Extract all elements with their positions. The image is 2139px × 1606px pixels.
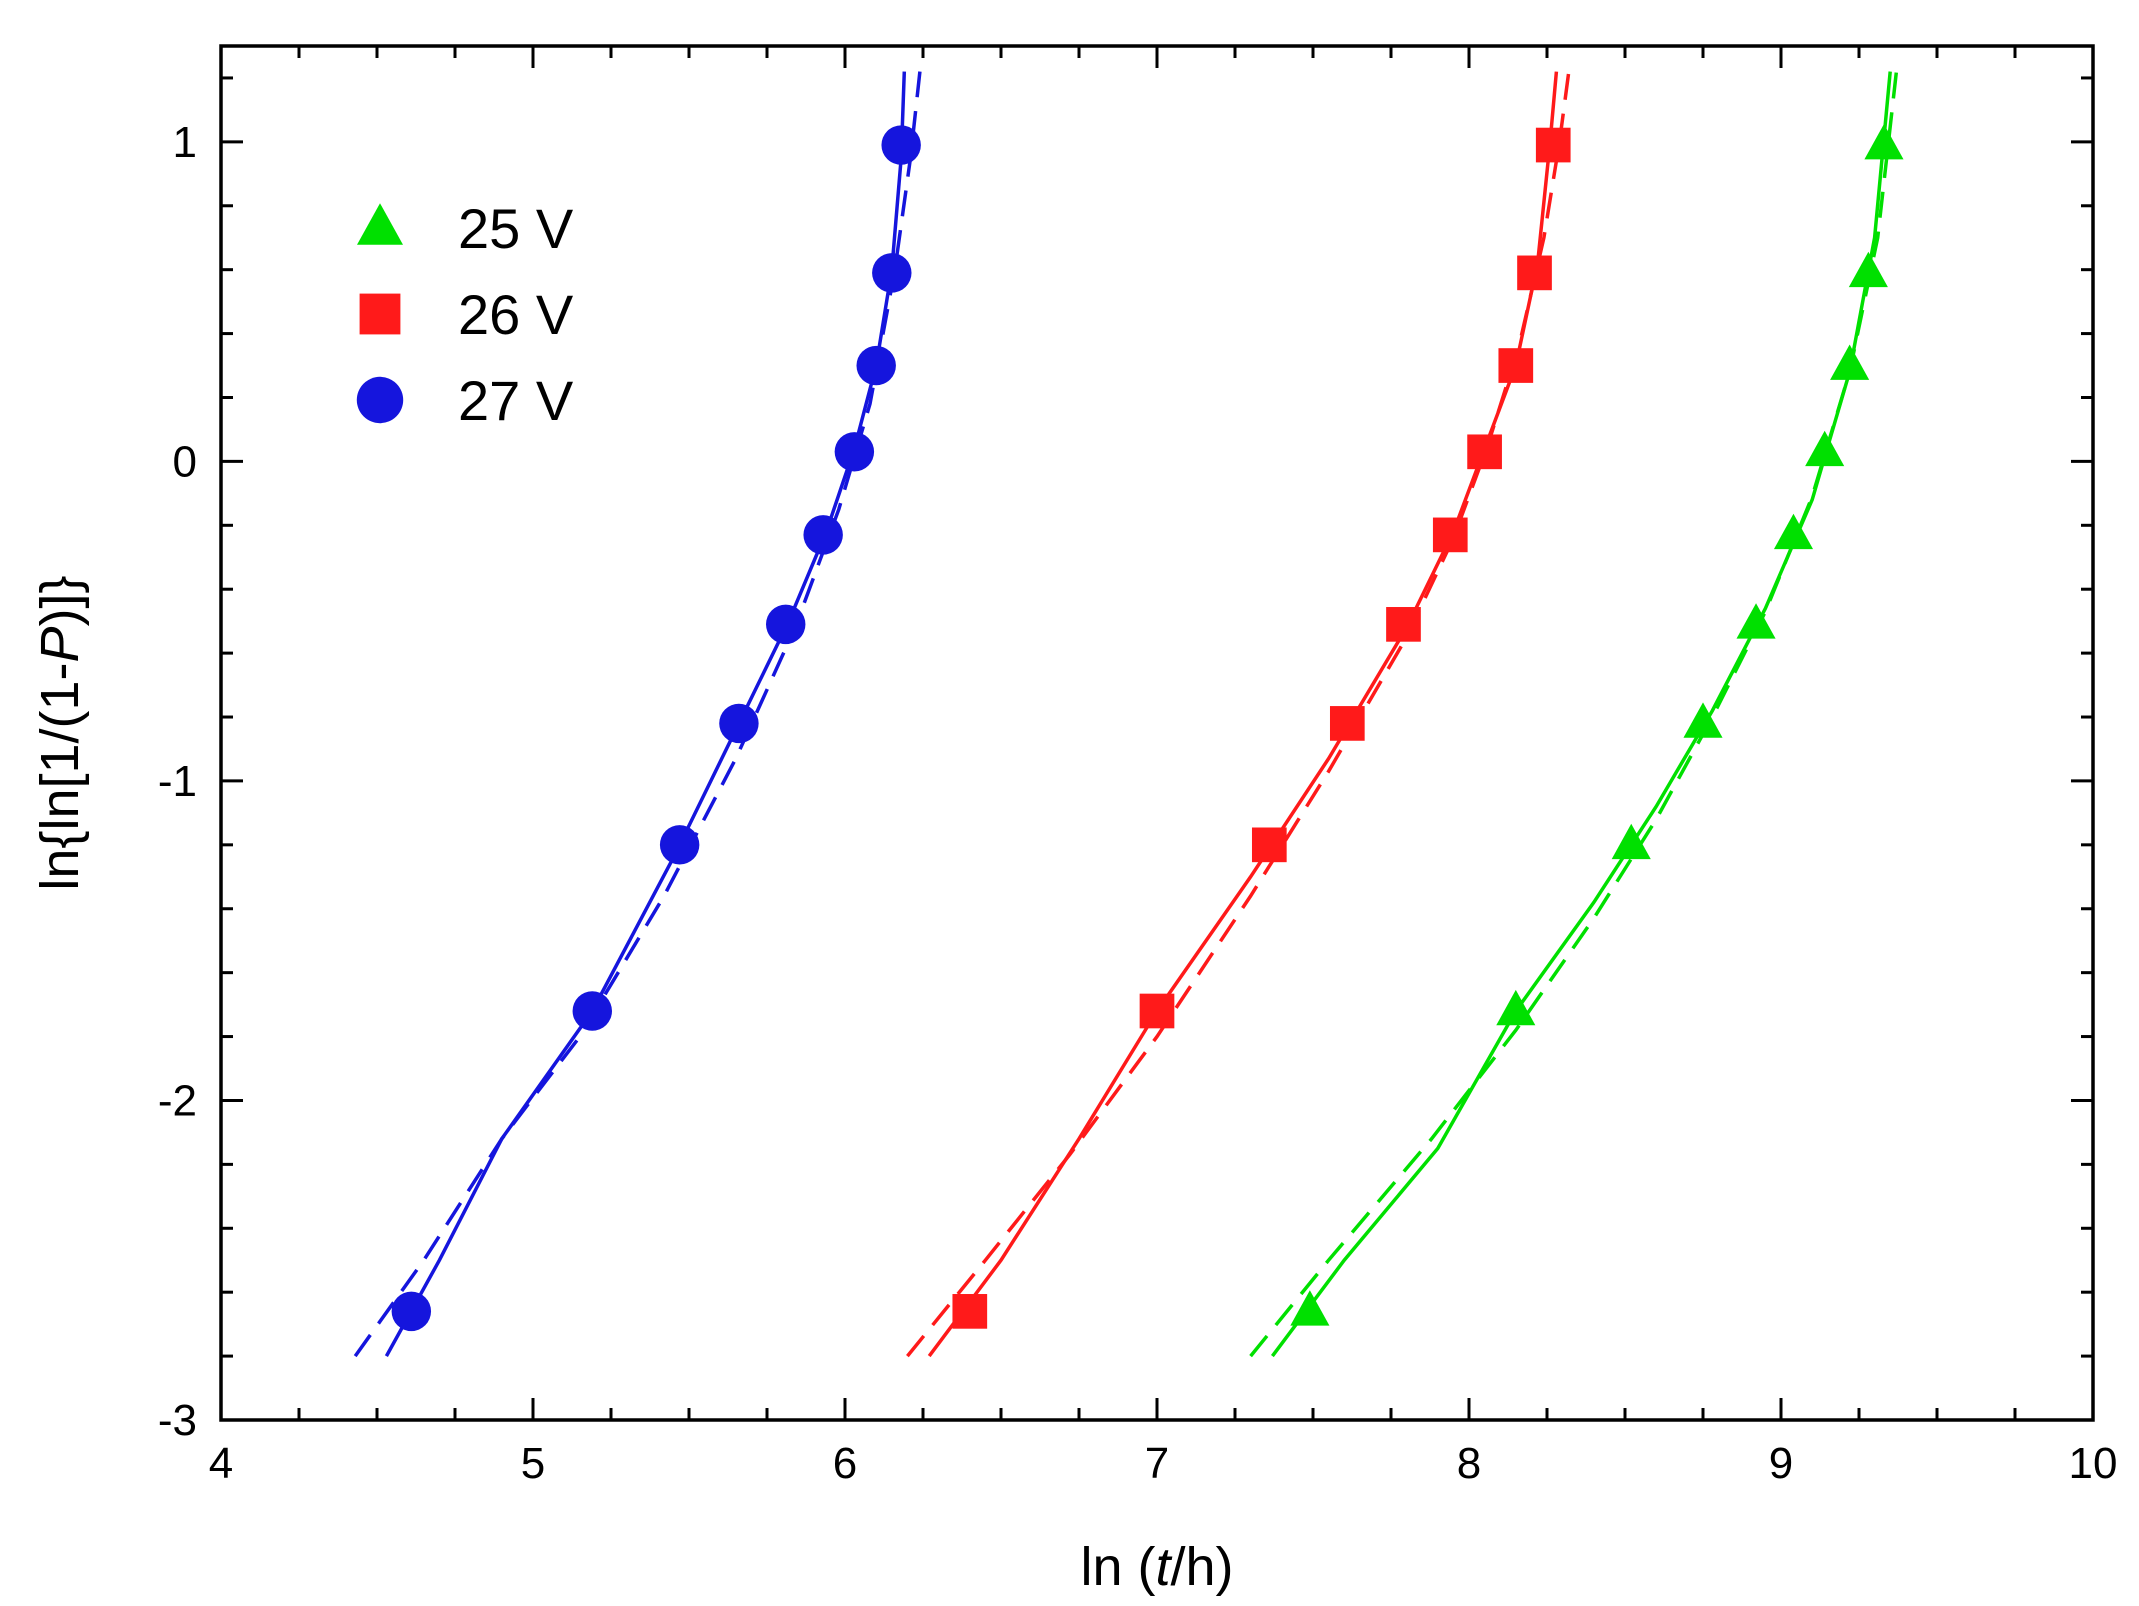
- y-axis-title: ln{ln[1/(1-P)]}: [30, 575, 90, 890]
- x-axis-title-pre: ln (: [1080, 1537, 1155, 1597]
- data-point: [952, 1294, 988, 1329]
- data-point: [1805, 430, 1845, 467]
- data-point: [881, 125, 921, 165]
- tick-labels: 4 5 6 7 8 9 10 -3 -2 -1 0 1: [158, 118, 2118, 1488]
- data-point: [1251, 827, 1287, 863]
- x-axis-title-post: /h): [1171, 1537, 1234, 1597]
- data-point: [1386, 607, 1421, 642]
- data-point: [856, 345, 896, 386]
- legend-label-26v: 26 V: [458, 283, 574, 346]
- data-point: [659, 825, 700, 865]
- data-point: [1498, 348, 1534, 383]
- data-point: [1467, 434, 1502, 470]
- x-tick-label: 7: [1145, 1439, 1169, 1488]
- legend-marker-26v: [359, 293, 401, 335]
- data-point: [1848, 251, 1888, 288]
- data-point: [1290, 1290, 1330, 1326]
- y-axis-title-post: )]}: [30, 575, 90, 626]
- series-25v: [1249, 71, 1904, 1358]
- data-point: [1535, 127, 1571, 163]
- data-point: [1517, 255, 1552, 291]
- x-tick-label: 9: [1769, 1439, 1793, 1488]
- plot-content: [353, 71, 1904, 1358]
- legend: 25 V 26 V 27 V: [356, 197, 574, 432]
- x-tick-label: 5: [521, 1439, 545, 1488]
- data-point: [766, 604, 806, 645]
- data-point: [1432, 517, 1468, 553]
- data-point: [1773, 513, 1814, 550]
- x-tick-label: 10: [2069, 1439, 2118, 1488]
- data-point: [1683, 702, 1723, 738]
- series-26v: [906, 71, 1571, 1358]
- data-point: [1830, 344, 1870, 380]
- y-axis-title-pre: ln{ln[1/(1-: [30, 662, 90, 890]
- x-tick-label: 6: [833, 1439, 857, 1488]
- y-axis-title-var: P: [30, 626, 90, 662]
- data-point: [1736, 603, 1776, 639]
- data-point: [1864, 123, 1904, 160]
- data-point: [572, 991, 613, 1031]
- y-tick-label: -2: [158, 1076, 197, 1125]
- data-point: [1329, 706, 1365, 741]
- data-point: [872, 253, 912, 293]
- legend-marker-25v: [357, 203, 403, 245]
- data-point: [1611, 823, 1651, 860]
- data-point: [719, 703, 759, 744]
- x-axis-title-var: t: [1155, 1537, 1172, 1597]
- data-point: [1139, 993, 1175, 1029]
- x-axis-title: ln (t/h): [1080, 1537, 1233, 1597]
- data-point: [803, 515, 843, 555]
- y-tick-label: -3: [158, 1396, 197, 1445]
- y-tick-label: 1: [173, 118, 197, 167]
- plot-area: [221, 46, 2093, 1420]
- y-tick-label: 0: [173, 437, 197, 486]
- data-point: [1496, 989, 1536, 1026]
- x-tick-label: 8: [1457, 1439, 1481, 1488]
- data-point: [834, 432, 875, 472]
- y-tick-label: -1: [158, 757, 197, 806]
- series-27v: [353, 71, 922, 1358]
- x-tick-label: 4: [209, 1439, 233, 1488]
- legend-label-27v: 27 V: [458, 369, 574, 432]
- dashed-fit-line: [353, 71, 922, 1358]
- legend-label-25v: 25 V: [458, 197, 574, 260]
- data-point: [391, 1291, 432, 1332]
- solid-fit-line: [1270, 71, 1892, 1358]
- legend-marker-27v: [356, 376, 404, 424]
- axis-ticks: [219, 46, 2095, 1422]
